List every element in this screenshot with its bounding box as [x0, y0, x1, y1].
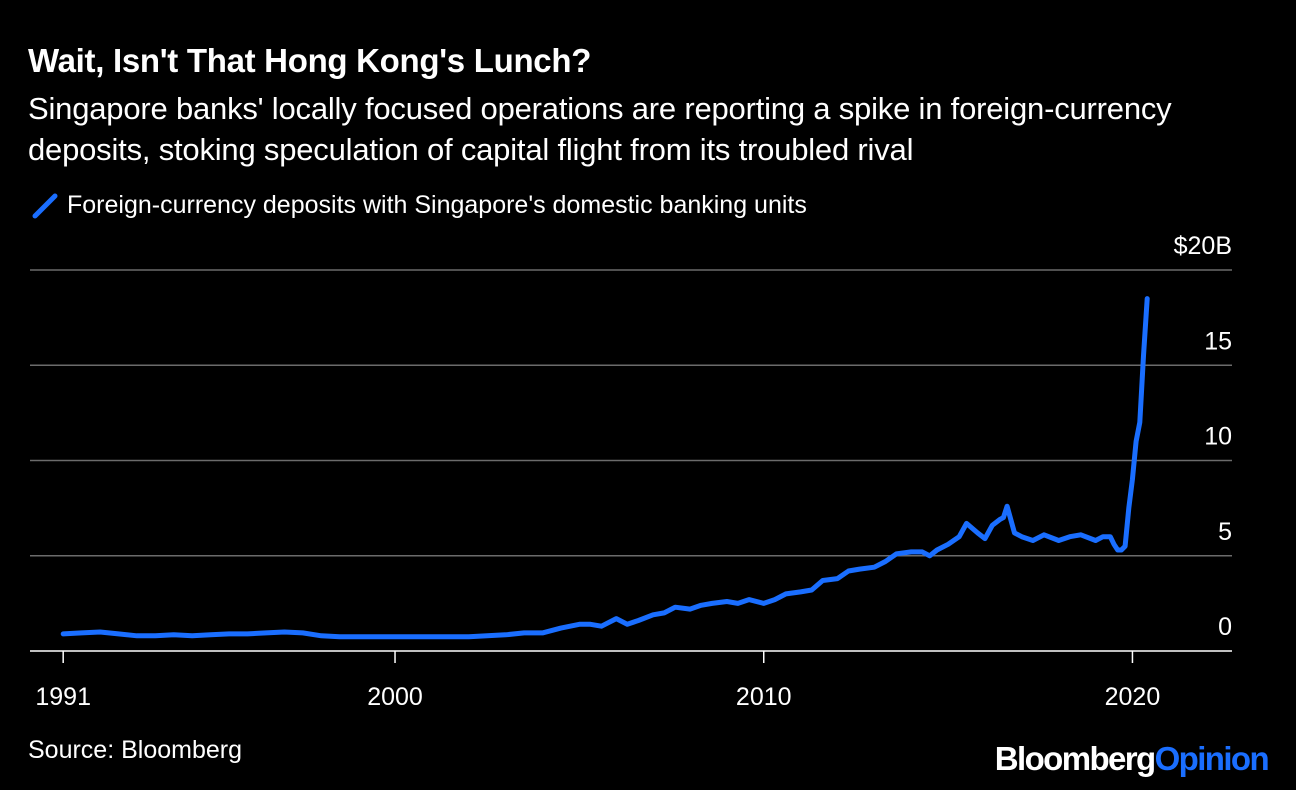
axes	[30, 650, 1232, 663]
x-tick-label: 2010	[736, 683, 792, 711]
logo-opinion: Opinion	[1154, 740, 1270, 777]
chart-title: Wait, Isn't That Hong Kong's Lunch?	[28, 42, 592, 79]
x-tick-label: 2020	[1105, 683, 1161, 711]
y-tick-label: 10	[1204, 423, 1232, 451]
gridlines	[30, 269, 1232, 557]
legend: Foreign-currency deposits with Singapore…	[32, 191, 807, 220]
y-tick-label: 5	[1218, 518, 1232, 546]
series-layer	[60, 296, 1150, 640]
y-tick-label: 0	[1218, 613, 1232, 641]
tick-labels: 0 5 10 15 $20B 1991 2000 2010 2020	[35, 232, 1232, 711]
source-note: Source: Bloomberg	[28, 736, 243, 764]
x-tick-label: 1991	[35, 683, 91, 711]
bloomberg-opinion-logo: BloombergOpinion	[994, 740, 1270, 778]
series-line	[60, 296, 1150, 640]
legend-label: Foreign-currency deposits with Singapore…	[67, 191, 807, 219]
y-tick-label: $20B	[1174, 232, 1232, 260]
chart-subtitle: Singapore banks' locally focused operati…	[28, 91, 1172, 167]
legend-line-icon	[32, 193, 58, 218]
y-tick-label: 15	[1204, 327, 1232, 355]
x-tick-label: 2000	[367, 683, 423, 711]
logo-bloomberg: Bloomberg	[994, 740, 1156, 777]
